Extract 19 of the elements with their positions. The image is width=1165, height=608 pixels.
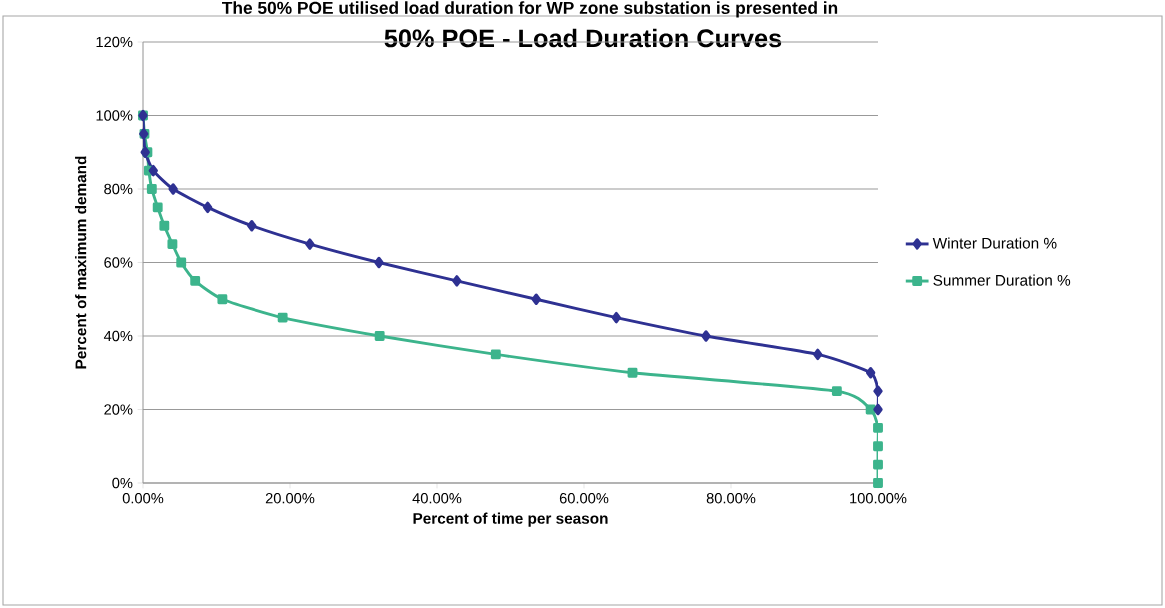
y-axis-title: Percent of maximum demand [75, 156, 87, 369]
x-axis-title: Percent of time per season [413, 512, 608, 527]
y-tick-label: 20% [104, 404, 133, 415]
chart-title: 50% POE - Load Duration Curves [384, 28, 782, 48]
y-tick-label: 0% [112, 477, 133, 489]
y-tick-label: 80% [104, 183, 133, 195]
x-tick-label: 80.00% [706, 493, 756, 504]
x-tick-label: 60.00% [559, 493, 609, 504]
x-tick-label: 100.00% [850, 493, 907, 504]
legend-label: Summer Duration % [933, 274, 1071, 286]
legend-label: Winter Duration % [932, 237, 1057, 249]
x-tick-label: 0.00% [122, 493, 164, 504]
y-tick-label: 40% [103, 330, 133, 342]
y-tick-label: 60% [104, 257, 133, 268]
y-tick-label: 100% [96, 110, 133, 121]
text: The 50% POE utilised load duration for WP zone substation is presented in [222, 1, 838, 18]
x-tick-label: 20.00% [265, 493, 315, 504]
x-tick-label: 40.00% [412, 493, 462, 504]
y-tick-label: 120% [96, 36, 133, 48]
